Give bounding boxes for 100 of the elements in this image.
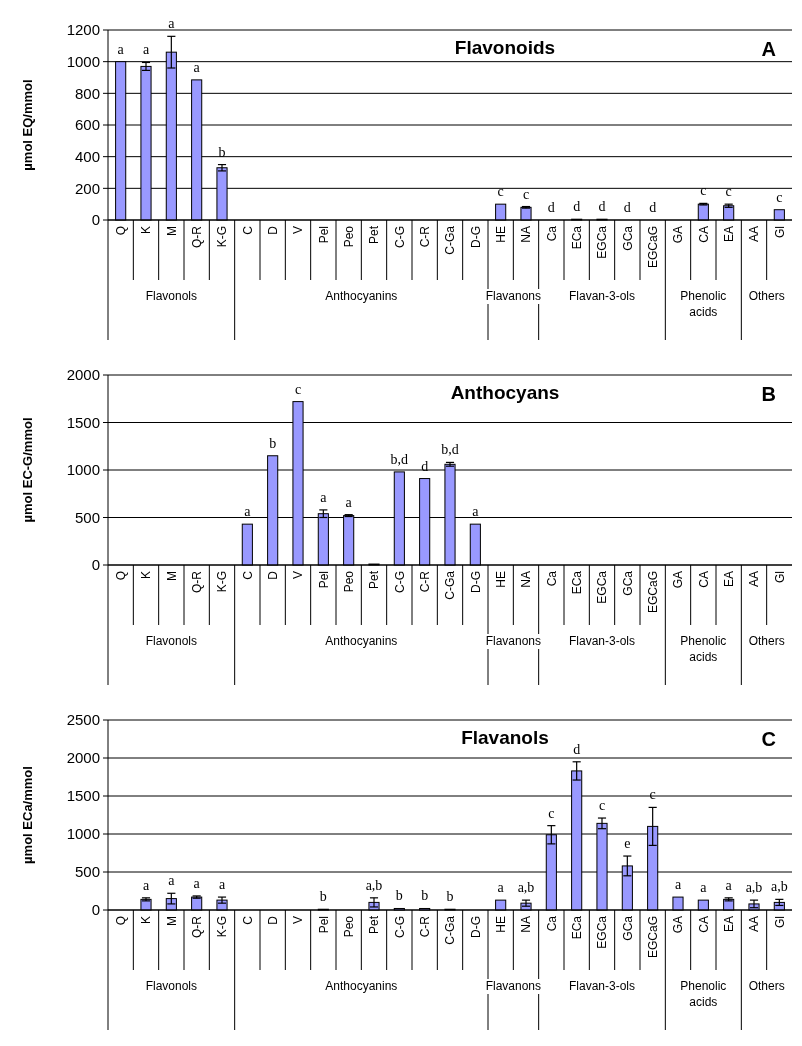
x-tick-label: C-G	[392, 916, 407, 938]
text: Flavonols	[145, 979, 198, 993]
data-label: a	[725, 877, 733, 893]
data-label: c	[548, 805, 555, 821]
x-tick-label: EA	[721, 571, 736, 588]
x-tick-label: K-G	[215, 226, 230, 248]
x-tick-label: D	[265, 915, 280, 925]
x-tick-label: K-G	[215, 916, 230, 938]
x-tick-label: Q	[113, 916, 128, 926]
y-tick-label: 200	[74, 179, 100, 197]
x-tick-label: D	[265, 225, 280, 235]
data-label: d	[598, 199, 606, 215]
data-label: a	[218, 877, 226, 893]
data-label: a,b	[517, 880, 535, 896]
x-tick-label: C	[240, 225, 255, 235]
y-tick-label: 600	[74, 116, 100, 134]
data-label: a	[320, 489, 328, 505]
text: Flavan-3-ols	[568, 289, 636, 303]
data-label: a	[472, 504, 480, 520]
data-label: d	[573, 199, 581, 215]
x-tick-label: NA	[519, 916, 534, 933]
y-tick-label: 0	[91, 901, 100, 919]
x-tick-label: Q-R	[189, 915, 204, 938]
text: Others	[748, 634, 785, 648]
text: Flavonols	[145, 634, 198, 648]
y-tick-label: 1500	[66, 413, 100, 431]
x-tick-label: EA	[721, 916, 736, 933]
text: Anthocyanins	[325, 289, 398, 303]
x-tick-label: GA	[671, 916, 686, 934]
x-tick-label: Pet	[367, 225, 382, 245]
x-tick-label: CA	[696, 226, 711, 243]
x-tick-label: C-Ga	[443, 225, 458, 255]
data-label: b	[269, 435, 277, 451]
x-tick-label: GA	[671, 571, 686, 589]
data-label: d	[623, 200, 631, 215]
data-label: a	[142, 42, 150, 58]
x-tick-label: AA	[747, 571, 762, 588]
x-tick-label: EA	[721, 226, 736, 243]
x-tick-label: HE	[493, 571, 508, 588]
text: Anthocyanins	[325, 979, 398, 993]
x-tick-label: C-Ga	[443, 915, 458, 945]
x-tick-label: C	[240, 570, 255, 580]
data-label: a	[117, 41, 125, 57]
annotation: A	[761, 38, 776, 60]
data-label: a	[244, 504, 252, 520]
data-label: c	[776, 189, 783, 205]
x-tick-label: GCa	[620, 570, 635, 596]
data-label: a,b	[745, 880, 763, 896]
data-label: c	[497, 184, 504, 200]
x-tick-label: Pet	[367, 915, 382, 935]
data-label: c	[294, 381, 302, 397]
data-label: b	[218, 144, 226, 160]
x-tick-label: Pet	[367, 570, 382, 590]
text: Phenolic acids	[680, 634, 727, 664]
x-tick-label: D-G	[468, 916, 483, 938]
x-tick-label: Pel	[316, 571, 331, 589]
x-tick-label: GA	[671, 226, 686, 244]
x-tick-label: K	[139, 571, 154, 580]
x-tick-label: AA	[747, 226, 762, 243]
y-tick-label: 1500	[66, 787, 100, 805]
data-label: b,d	[441, 442, 459, 458]
x-tick-label: Q-R	[189, 225, 204, 248]
x-tick-label: CA	[696, 571, 711, 588]
data-label: d	[573, 741, 581, 757]
x-tick-label: EGCaG	[645, 916, 660, 959]
y-tick-label: 500	[74, 508, 100, 526]
y-tick-label: 1000	[66, 52, 100, 70]
data-label: b	[395, 888, 403, 904]
data-label: c	[649, 787, 656, 803]
x-tick-label: C-R	[417, 915, 432, 938]
y-tick-label: 1000	[66, 825, 100, 843]
x-tick-label: Pel	[316, 916, 331, 934]
data-label: d	[547, 200, 555, 215]
y-tick-label: 400	[74, 147, 100, 165]
data-label: a	[168, 873, 176, 889]
x-tick-label: Ca	[544, 225, 559, 242]
x-tick-label: C-G	[392, 571, 407, 593]
data-label: a	[497, 880, 505, 896]
data-label: c	[522, 186, 530, 202]
text: Flavanons	[485, 634, 542, 648]
text: Flavan-3-ols	[568, 634, 636, 648]
x-tick-label: HE	[493, 226, 508, 243]
x-tick-label: M	[164, 571, 179, 581]
x-tick-label: D-G	[468, 226, 483, 248]
data-label: a	[674, 877, 682, 893]
chart-title: Flavanols	[461, 727, 549, 748]
x-tick-label: K	[139, 226, 154, 235]
x-tick-label: Peo	[341, 915, 356, 938]
y-tick-label: 2000	[66, 749, 100, 767]
y-tick-label: 800	[74, 84, 100, 102]
x-tick-label: D	[265, 570, 280, 580]
x-tick-label: Q	[113, 226, 128, 236]
data-label: c	[598, 798, 606, 814]
data-label: e	[624, 836, 631, 852]
data-label: a	[345, 494, 353, 510]
text: Flavan-3-ols	[568, 979, 636, 993]
x-tick-label: V	[291, 571, 306, 580]
x-tick-label: Pel	[316, 226, 331, 244]
y-tick-label: 0	[91, 556, 100, 574]
x-tick-label: C	[240, 915, 255, 925]
